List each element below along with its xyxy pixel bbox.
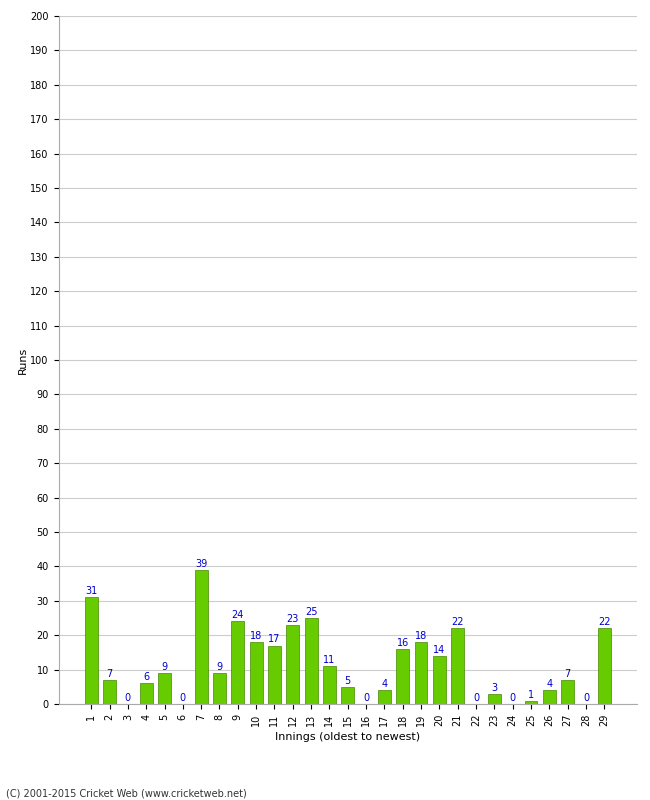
Bar	[598, 628, 611, 704]
Bar	[561, 680, 574, 704]
Text: 0: 0	[363, 693, 369, 703]
Text: 0: 0	[510, 693, 515, 703]
Text: 22: 22	[452, 618, 464, 627]
Text: 6: 6	[143, 672, 150, 682]
Text: 39: 39	[195, 559, 207, 569]
Bar	[525, 701, 538, 704]
Text: 1: 1	[528, 690, 534, 699]
Bar	[305, 618, 317, 704]
Bar	[158, 673, 171, 704]
Text: 18: 18	[250, 631, 262, 641]
Bar	[140, 683, 153, 704]
Text: 9: 9	[161, 662, 168, 672]
Text: 4: 4	[546, 679, 552, 690]
Text: 0: 0	[583, 693, 589, 703]
Text: 0: 0	[180, 693, 186, 703]
Bar	[543, 690, 556, 704]
Text: 31: 31	[85, 586, 98, 596]
Text: (C) 2001-2015 Cricket Web (www.cricketweb.net): (C) 2001-2015 Cricket Web (www.cricketwe…	[6, 788, 247, 798]
Bar	[213, 673, 226, 704]
Bar	[287, 625, 299, 704]
Bar	[396, 649, 409, 704]
Text: 17: 17	[268, 634, 281, 645]
Text: 16: 16	[396, 638, 409, 648]
Text: 7: 7	[564, 669, 571, 679]
Text: 14: 14	[434, 645, 445, 655]
Text: 24: 24	[231, 610, 244, 621]
Text: 7: 7	[107, 669, 112, 679]
Bar	[231, 622, 244, 704]
Bar	[378, 690, 391, 704]
Bar	[341, 686, 354, 704]
Bar	[488, 694, 500, 704]
Text: 9: 9	[216, 662, 222, 672]
Bar	[268, 646, 281, 704]
Text: 4: 4	[382, 679, 387, 690]
Bar	[323, 666, 336, 704]
Bar	[103, 680, 116, 704]
Bar	[451, 628, 464, 704]
Text: 0: 0	[473, 693, 479, 703]
Text: 18: 18	[415, 631, 427, 641]
X-axis label: Innings (oldest to newest): Innings (oldest to newest)	[275, 732, 421, 742]
Bar	[84, 598, 98, 704]
Text: 5: 5	[344, 676, 351, 686]
Bar	[195, 570, 207, 704]
Bar	[250, 642, 263, 704]
Bar	[415, 642, 428, 704]
Text: 3: 3	[491, 682, 497, 693]
Text: 25: 25	[305, 607, 317, 617]
Text: 22: 22	[598, 618, 610, 627]
Text: 0: 0	[125, 693, 131, 703]
Text: 11: 11	[323, 655, 335, 665]
Bar	[433, 656, 446, 704]
Y-axis label: Runs: Runs	[18, 346, 27, 374]
Text: 23: 23	[287, 614, 299, 624]
